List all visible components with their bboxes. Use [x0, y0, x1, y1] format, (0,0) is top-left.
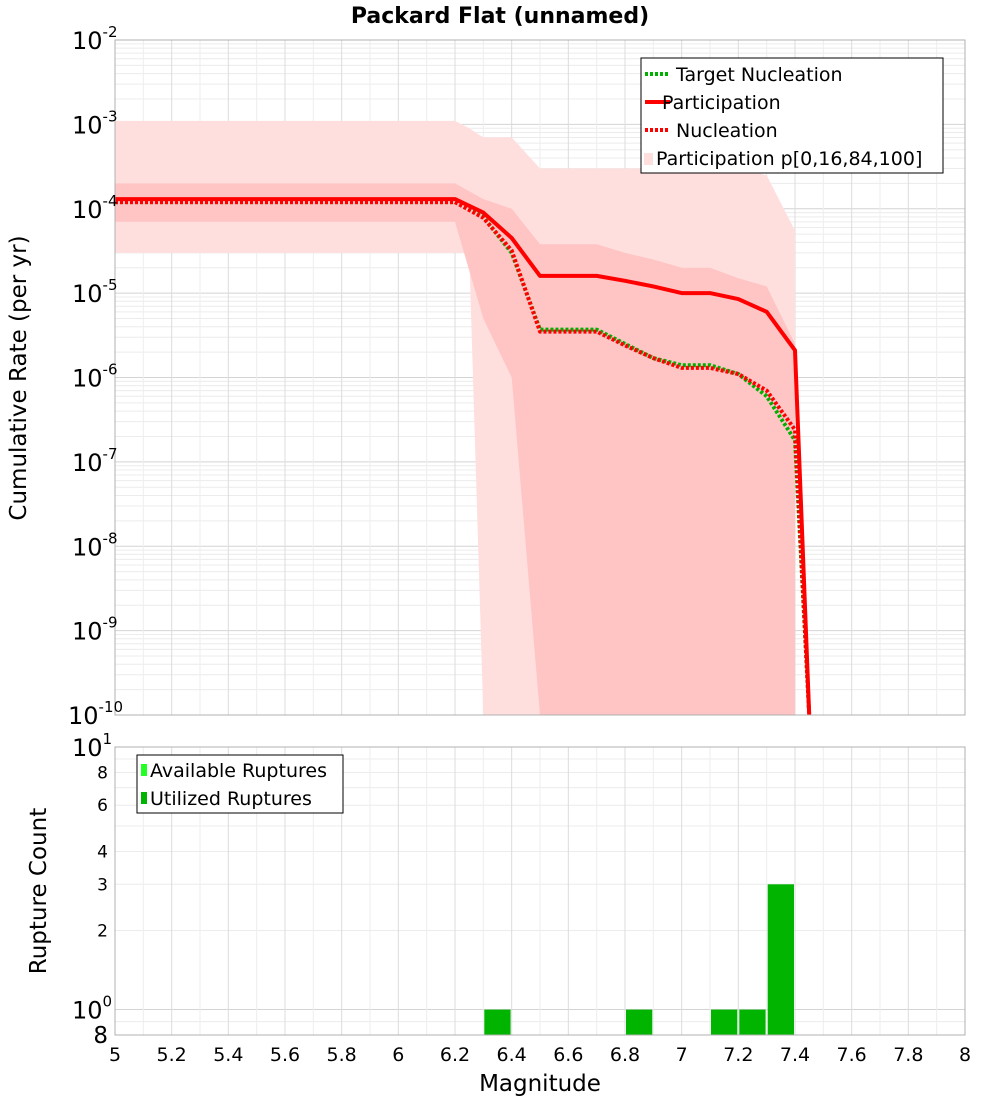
count-plot-border	[114, 746, 966, 1036]
count-y-tick-label: 8	[97, 763, 108, 783]
x-tick-label: 6.8	[610, 1044, 640, 1066]
count-y-tick-label: 2	[97, 922, 108, 942]
x-tick-label: 7.2	[723, 1044, 753, 1066]
legend-label-nucleation: Nucleation	[676, 120, 778, 142]
count-bars	[484, 884, 794, 1035]
rate-y-ticks: 10-2 10-3 10-4 10-5 10-6 10-7 10-8 10-9 10-10	[68, 23, 123, 730]
rate-y-tick-label: 10-2	[72, 23, 118, 55]
count-y-tick-label: 8	[93, 1023, 108, 1049]
count-y-major-tick-label: 100	[72, 993, 112, 1025]
rupture-bar	[626, 1009, 653, 1035]
rate-y-tick-label: 10-10	[68, 698, 123, 730]
count-x-ticks: 5 5.2 5.4 5.6 5.8 6 6.2 6.4 6.6 6.8 7 7.2 7.4 7.6 7.8 8	[109, 1044, 971, 1066]
x-tick-label: 7.6	[837, 1044, 867, 1066]
rate-y-axis-label: Cumulative Rate (per yr)	[6, 235, 32, 520]
count-y-axis-label: Rupture Count	[26, 808, 52, 974]
count-y-tick-label: 3	[97, 875, 108, 895]
rate-panel: 10-2 10-3 10-4 10-5 10-6 10-7 10-8 10-9 10-10 Cu…	[6, 23, 966, 730]
legend-label-utilized: Utilized Ruptures	[150, 788, 312, 810]
x-tick-label: 7.8	[893, 1044, 923, 1066]
x-tick-label: 7.4	[780, 1044, 810, 1066]
rupture-bar	[711, 1009, 738, 1035]
legend-label-band: Participation p[0,16,84,100]	[656, 148, 922, 170]
legend-swatch-utilized	[141, 792, 147, 804]
legend-label-participation: Participation	[662, 92, 781, 114]
x-tick-label: 5.2	[157, 1044, 187, 1066]
rate-legend-box	[640, 57, 944, 174]
x-tick-label: 5	[109, 1044, 121, 1066]
rate-y-tick-label: 10-5	[72, 276, 118, 308]
x-tick-label: 6	[392, 1044, 404, 1066]
rate-y-tick-label: 10-6	[72, 361, 118, 393]
x-tick-label: 8	[959, 1044, 971, 1066]
x-tick-label: 5.6	[270, 1044, 300, 1066]
legend-swatch-available	[141, 764, 147, 776]
rate-y-tick-label: 10-8	[72, 529, 118, 561]
count-legend: Available Ruptures Utilized Ruptures	[136, 754, 344, 814]
participation-bands	[115, 120, 795, 715]
legend-label-available: Available Ruptures	[150, 760, 327, 782]
x-tick-label: 6.6	[553, 1044, 583, 1066]
rupture-bar	[484, 1009, 511, 1035]
rupture-bar	[739, 1009, 766, 1035]
x-tick-label: 7	[676, 1044, 688, 1066]
target-line	[115, 200, 812, 716]
legend-label-target: Target Nucleation	[675, 64, 843, 86]
count-y-major-tick-label: 101	[72, 730, 112, 762]
count-y-tick-label: 4	[97, 842, 108, 862]
rupture-bar	[767, 884, 794, 1035]
chart-title: Packard Flat (unnamed)	[351, 4, 649, 29]
rate-y-tick-label: 10-3	[72, 107, 118, 139]
count-y-tick-label: 6	[97, 796, 108, 816]
rate-y-tick-label: 10-4	[72, 192, 118, 224]
x-tick-label: 6.2	[440, 1044, 470, 1066]
rate-plot-border	[114, 39, 966, 716]
x-tick-label: 5.8	[327, 1044, 357, 1066]
x-tick-label: 6.4	[497, 1044, 527, 1066]
rate-lines	[115, 197, 812, 716]
nucleation-line	[115, 200, 812, 716]
participation-line	[115, 197, 812, 716]
participation-band-inner	[115, 183, 795, 715]
rate-legend: Target Nucleation Participation Nucleation…	[640, 57, 944, 174]
rate-y-tick-label: 10-9	[72, 614, 118, 646]
legend-swatch-band	[644, 153, 653, 165]
rate-y-tick-label: 10-7	[72, 445, 118, 477]
x-tick-label: 5.4	[213, 1044, 243, 1066]
count-legend-box	[136, 754, 344, 814]
x-axis-label: Magnitude	[479, 1071, 601, 1097]
